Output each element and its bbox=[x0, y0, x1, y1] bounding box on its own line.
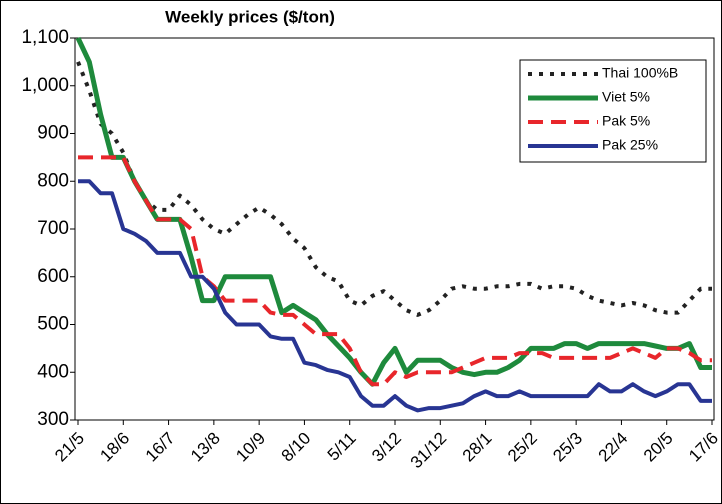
legend-label: Thai 100%B bbox=[602, 65, 678, 81]
y-tick-label: 700 bbox=[37, 218, 69, 239]
y-tick-label: 400 bbox=[37, 361, 69, 382]
legend-label: Pak 5% bbox=[602, 113, 650, 129]
y-tick-label: 900 bbox=[37, 123, 69, 144]
series-line bbox=[78, 179, 712, 413]
series-line bbox=[78, 155, 712, 387]
legend-label: Pak 25% bbox=[602, 137, 658, 153]
y-tick-label: 500 bbox=[37, 314, 69, 335]
y-tick-label: 600 bbox=[37, 266, 69, 287]
y-tick-label: 1,000 bbox=[21, 75, 69, 96]
y-tick-label: 1,100 bbox=[21, 27, 69, 48]
legend-label: Viet 5% bbox=[602, 89, 650, 105]
chart-title: Weekly prices ($/ton) bbox=[165, 7, 335, 26]
y-tick-label: 300 bbox=[37, 409, 69, 430]
series-line bbox=[75, 36, 712, 387]
y-tick-label: 800 bbox=[37, 170, 69, 191]
